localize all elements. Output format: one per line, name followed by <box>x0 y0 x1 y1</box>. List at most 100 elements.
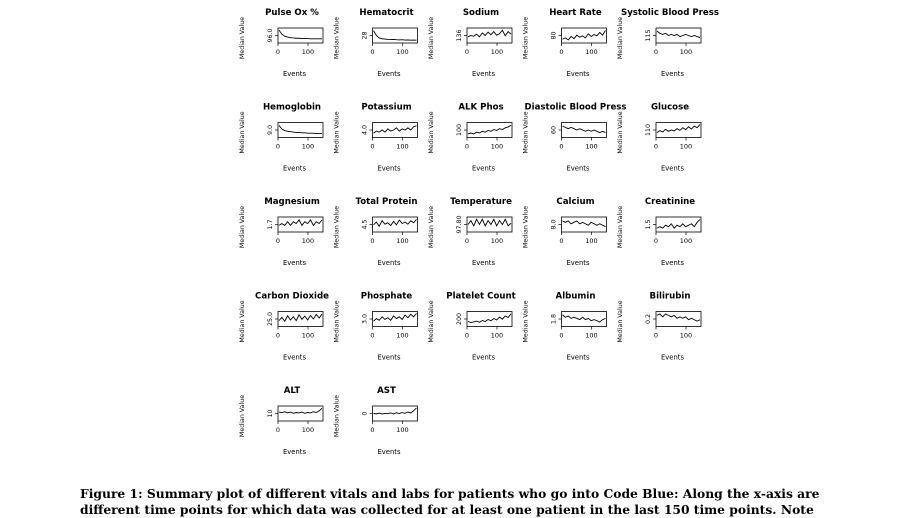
x-axis-label: Events <box>661 354 684 362</box>
x-axis-label: Events <box>283 165 306 173</box>
series-line-0 <box>562 314 606 323</box>
x-tick-label: 100 <box>680 48 692 56</box>
x-tick-label: 100 <box>585 332 597 340</box>
y-axis-label: Median Value <box>617 17 624 59</box>
y-axis-label: Median Value <box>239 206 246 248</box>
plot-frame <box>561 216 607 233</box>
chart-title: Temperature <box>450 197 512 207</box>
series-line-0 <box>467 218 512 227</box>
x-tick-label: 100 <box>491 332 503 340</box>
chart-panel-18: Albumin Median Value 1.8 0 100 Events <box>523 292 607 362</box>
x-axis-label: Events <box>661 259 684 267</box>
y-axis-label: Median Value <box>334 111 341 153</box>
x-tick-label: 100 <box>302 48 314 56</box>
small-multiples-grid: Pulse Ox %Median Value 96.00 100EventsHema… <box>239 8 719 456</box>
chart-panel-5: Hemoglobin Median Value 9.0 0 100 Events <box>239 103 324 173</box>
chart-panel-10: Magnesium Median Value 1.7 0 100 Events <box>239 197 324 267</box>
chart-panel-13: Calcium Median Value 8.0 0 100 Events <box>523 197 607 267</box>
x-axis-label: Events <box>377 448 400 456</box>
y-tick-label: 8.0 <box>551 219 558 229</box>
y-tick-label: 10 <box>267 409 274 417</box>
x-tick-label: 0 <box>654 237 658 245</box>
y-tick-label: 80 <box>551 31 558 39</box>
chart-title: ALT <box>284 386 301 396</box>
series-line-0 <box>373 313 417 322</box>
y-axis-label: Median Value <box>428 206 435 248</box>
plot-frame <box>655 216 702 233</box>
chart-title: Platelet Count <box>446 292 515 302</box>
y-axis-label: Median Value <box>523 206 530 248</box>
chart-title: Pulse Ox % <box>265 8 319 18</box>
chart-title: Calcium <box>556 197 594 207</box>
series-line-0 <box>278 125 322 134</box>
x-tick-label: 0 <box>465 48 469 56</box>
chart-panel-21: AST Median Value 0 0 100 Events <box>334 386 418 456</box>
x-tick-label: 100 <box>396 332 408 340</box>
chart-panel-11: Total Protein Median Value 4.5 0 100 Events <box>334 197 418 267</box>
plot-frame <box>466 122 513 138</box>
series-line-0 <box>656 30 701 39</box>
plot-frame <box>277 122 324 138</box>
y-tick-label: 96.0 <box>267 28 274 42</box>
x-tick-label: 100 <box>302 143 314 151</box>
x-tick-label: 100 <box>585 48 597 56</box>
series-line-0 <box>467 313 512 323</box>
chart-title: Diastolic Blood Press <box>524 103 626 113</box>
x-tick-label: 100 <box>396 237 408 245</box>
series-line-0 <box>278 407 323 414</box>
chart-title: Carbon Dioxide <box>255 292 329 302</box>
series-line-0 <box>562 30 606 41</box>
x-tick-label: 100 <box>396 48 408 56</box>
x-tick-label: 0 <box>276 48 280 56</box>
chart-title: AST <box>377 386 396 396</box>
chart-title: Systolic Blood Press <box>621 8 719 18</box>
x-tick-label: 100 <box>302 426 314 434</box>
chart-panel-3: Heart Rate Median Value 80 0 100 Events <box>523 8 607 78</box>
y-tick-label: 200 <box>456 313 463 325</box>
chart-panel-16: Phosphate Median Value 3.0 0 100 Events <box>334 292 418 362</box>
chart-title: Hematocrit <box>359 8 413 18</box>
y-axis-label: Median Value <box>239 111 246 153</box>
chart-title: Total Protein <box>356 197 418 207</box>
x-axis-label: Events <box>283 70 306 78</box>
y-axis-label: Median Value <box>617 111 624 153</box>
series-line-0 <box>656 313 701 322</box>
series-line-0 <box>467 124 512 135</box>
x-axis-label: Events <box>377 259 400 267</box>
y-axis-label: Median Value <box>523 17 530 59</box>
plot-frame <box>277 27 324 44</box>
series-line-0 <box>278 29 322 40</box>
y-tick-label: 28 <box>362 31 369 39</box>
x-tick-label: 0 <box>370 143 374 151</box>
x-tick-label: 0 <box>370 48 374 56</box>
x-axis-label: Events <box>472 165 495 173</box>
x-axis-label: Events <box>566 165 589 173</box>
y-tick-label: 4.0 <box>362 125 369 135</box>
series-line-0 <box>373 30 417 41</box>
series-line-0 <box>656 124 701 133</box>
x-axis-label: Events <box>472 70 495 78</box>
x-tick-label: 100 <box>680 332 692 340</box>
x-tick-label: 0 <box>465 332 469 340</box>
x-tick-label: 0 <box>654 332 658 340</box>
plot-frame <box>466 311 513 327</box>
chart-title: Phosphate <box>361 292 413 302</box>
x-axis-label: Events <box>566 70 589 78</box>
y-axis-label: Median Value <box>239 395 246 437</box>
x-tick-label: 100 <box>585 237 597 245</box>
x-tick-label: 100 <box>396 426 408 434</box>
x-axis-label: Events <box>472 259 495 267</box>
chart-title: Albumin <box>556 292 596 302</box>
x-axis-label: Events <box>661 70 684 78</box>
chart-title: Potassium <box>361 103 411 113</box>
x-tick-label: 100 <box>680 237 692 245</box>
y-axis-label: Median Value <box>428 17 435 59</box>
y-tick-label: 100 <box>456 124 463 136</box>
y-tick-label: 115 <box>645 29 652 41</box>
y-axis-label: Median Value <box>334 395 341 437</box>
y-axis-label: Median Value <box>428 300 435 342</box>
x-tick-label: 100 <box>302 237 314 245</box>
